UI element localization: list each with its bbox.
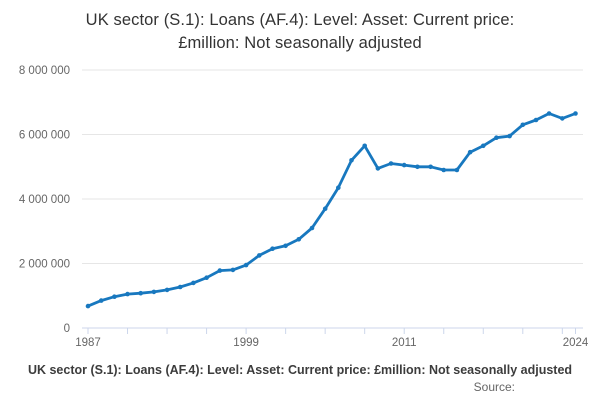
data-point-marker xyxy=(533,117,539,123)
data-point-marker xyxy=(415,164,420,170)
data-point-marker xyxy=(151,289,157,295)
data-point-marker xyxy=(177,284,183,290)
data-point-marker xyxy=(112,294,117,300)
data-point-marker xyxy=(573,111,578,116)
x-axis-tick-label: 1999 xyxy=(233,337,259,349)
data-point-marker xyxy=(85,303,91,309)
data-point-marker xyxy=(375,166,381,171)
data-point-marker xyxy=(520,122,526,128)
x-axis-tick-label: 1987 xyxy=(75,337,101,349)
data-point-marker xyxy=(283,243,288,249)
data-point-marker xyxy=(296,237,302,242)
data-line xyxy=(86,112,577,308)
chart-title-line1: UK sector (S.1): Loans (AF.4): Level: As… xyxy=(85,11,515,29)
y-axis-tick-label: 2 000 000 xyxy=(19,259,70,271)
data-point-marker xyxy=(336,185,341,190)
y-axis-tick-label: 8 000 000 xyxy=(19,65,70,77)
data-point-marker xyxy=(441,167,447,173)
x-axis-tick-label: 2024 xyxy=(563,337,589,349)
data-point-marker xyxy=(125,291,130,297)
data-point-marker xyxy=(362,143,368,149)
data-point-marker xyxy=(428,164,433,170)
source-caption: Source: xyxy=(473,380,515,394)
data-point-marker xyxy=(467,149,473,155)
data-point-marker xyxy=(388,161,394,166)
data-point-marker xyxy=(481,143,486,149)
data-point-marker xyxy=(494,135,499,140)
data-point-marker xyxy=(217,268,223,273)
data-point-marker xyxy=(560,116,565,121)
chart-legend: UK sector (S.1): Loans (AF.4): Level: As… xyxy=(0,363,600,380)
y-axis-tick-label: 0 xyxy=(64,323,70,335)
data-point-marker xyxy=(322,206,328,211)
y-axis-tick-label: 6 000 000 xyxy=(19,130,70,142)
data-point-marker xyxy=(349,158,354,163)
data-point-marker xyxy=(191,280,196,286)
data-point-marker xyxy=(204,275,209,281)
data-point-marker xyxy=(309,225,315,231)
y-axis-tick-label: 4 000 000 xyxy=(19,194,70,206)
legend-series-label: UK sector (S.1): Loans (AF.4): Level: As… xyxy=(27,363,573,377)
data-point-marker xyxy=(454,167,460,173)
data-point-marker xyxy=(98,298,104,303)
data-point-marker xyxy=(138,290,143,296)
chart-title-line2: £million: Not seasonally adjusted xyxy=(178,34,422,52)
data-point-marker xyxy=(546,111,552,116)
data-point-marker xyxy=(270,246,275,251)
chart-title: UK sector (S.1): Loans (AF.4): Level: As… xyxy=(0,9,600,55)
data-point-marker xyxy=(243,262,249,268)
data-point-marker xyxy=(164,287,170,293)
data-point-marker xyxy=(230,267,236,273)
data-point-marker xyxy=(507,133,512,139)
data-point-marker xyxy=(401,162,407,168)
data-point-marker xyxy=(257,253,262,258)
x-axis-tick-label: 2011 xyxy=(392,337,417,349)
